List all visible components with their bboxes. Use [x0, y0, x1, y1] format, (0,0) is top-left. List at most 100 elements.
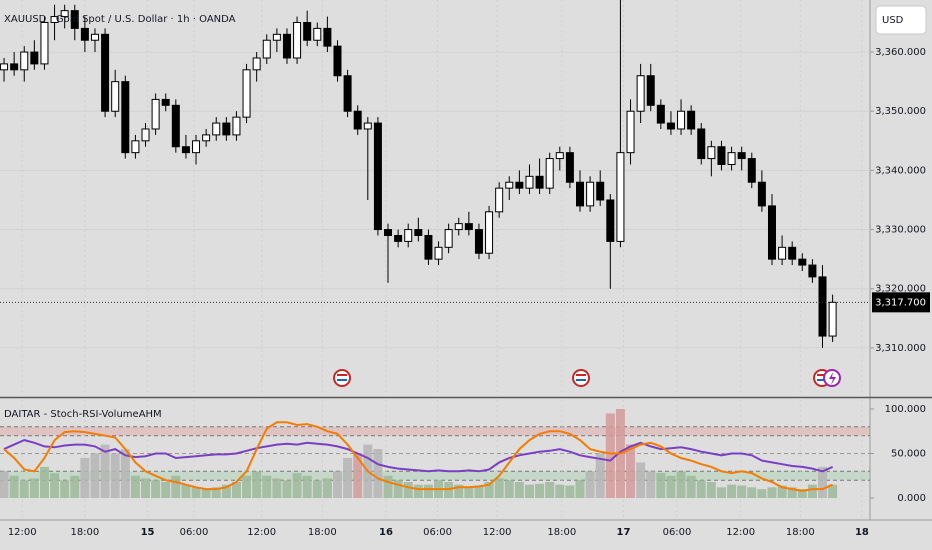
volume-bar [464, 487, 474, 499]
volume-bar [353, 453, 363, 499]
volume-bar [201, 489, 211, 499]
candle-body [141, 128, 150, 142]
candle-body [424, 234, 433, 260]
candle-body [798, 258, 807, 266]
candle-body [40, 21, 49, 65]
volume-bar [474, 485, 484, 499]
candle-body [192, 140, 201, 154]
candle-body [474, 229, 483, 254]
candle-body [313, 27, 322, 41]
grid [0, 0, 870, 520]
volume-bar [191, 487, 201, 499]
candle-body [808, 264, 817, 278]
candle-body [677, 110, 686, 130]
volume-bar [423, 484, 433, 499]
volume-bar [252, 471, 262, 499]
currency-button[interactable] [875, 5, 927, 35]
candle-body [222, 122, 231, 136]
candle-body [343, 75, 352, 112]
volume-bar [80, 457, 90, 499]
candle-body [252, 57, 261, 71]
volume-bar [60, 480, 70, 499]
volume-bar [211, 487, 221, 499]
x-tick-label: 12:00 [8, 527, 37, 538]
x-tick-label: 06:00 [180, 527, 209, 538]
volume-bar [636, 462, 646, 499]
candle-body [687, 110, 696, 130]
volume-bar [716, 487, 726, 499]
candle-body [80, 27, 89, 41]
event-icon[interactable] [813, 369, 841, 387]
volume-bar [626, 444, 636, 499]
volume-bar [696, 480, 706, 499]
candle-body [232, 116, 241, 136]
volume-bar [494, 478, 504, 499]
candle-body [707, 146, 716, 160]
candle-body [525, 175, 534, 189]
volume-bar [727, 484, 737, 499]
volume-bar [242, 475, 252, 499]
volume-bar [737, 485, 747, 499]
candle-body [717, 146, 726, 165]
x-tick-label: 18:00 [547, 527, 576, 538]
marks [0, 0, 874, 499]
candle-body [111, 81, 120, 112]
volume-bar [575, 480, 585, 499]
volume-bar [50, 473, 60, 499]
candle-body [606, 199, 615, 242]
candle-body [596, 181, 605, 201]
last-price-label: 3,317.700 [875, 297, 926, 308]
volume-bar [807, 484, 817, 499]
candle-body [737, 152, 746, 160]
oversold-zone [0, 471, 870, 481]
candle-body [727, 152, 736, 165]
symbol-title: XAUUSD · Gold Spot / U.S. Dollar · 1h · … [4, 14, 236, 25]
volume-bar [90, 453, 100, 499]
candle-body [434, 246, 443, 260]
candle-body [555, 152, 564, 160]
candle-body [333, 45, 342, 77]
candle-body [515, 181, 524, 189]
candle-body [161, 98, 170, 106]
volume-bar [787, 487, 797, 499]
volume-bar [524, 484, 534, 499]
volume-bar [322, 478, 332, 499]
x-tick-label: 06:00 [423, 527, 452, 538]
event-icon[interactable] [572, 369, 590, 387]
candle-body [535, 175, 544, 189]
candle-body [565, 152, 574, 183]
volume-bar [403, 481, 413, 499]
volume-bar [141, 478, 151, 499]
y-tick-label: 3,340.000 [875, 165, 926, 176]
volume-bar [302, 475, 312, 499]
candle-body [202, 134, 211, 142]
volume-bar [535, 483, 545, 499]
volume-bar [767, 487, 777, 499]
volume-bar [130, 475, 140, 499]
candle-body [394, 234, 403, 242]
y-tick-label: 3,360.000 [875, 47, 926, 58]
event-icon[interactable] [333, 369, 351, 387]
candle-body [495, 187, 504, 213]
x-tick-label: 18:00 [70, 527, 99, 538]
volume-bar [413, 484, 423, 499]
candle-body [90, 33, 99, 41]
candle-body [454, 223, 463, 231]
candle-body [323, 27, 332, 47]
candle-body [0, 63, 9, 71]
candle-body [505, 181, 514, 189]
candle-body [303, 21, 312, 41]
volume-bar [646, 471, 656, 499]
volume-bar [161, 481, 171, 499]
candle-body [353, 110, 362, 130]
volume-bar [565, 485, 575, 499]
volume-bar [545, 481, 555, 499]
volume-bar [686, 475, 696, 499]
volume-bar [504, 480, 514, 499]
y-tick-label: 3,350.000 [875, 106, 926, 117]
candle-body [151, 98, 160, 130]
volume-bar [39, 466, 49, 499]
volume-bar [555, 484, 565, 499]
y-tick-label: 3,330.000 [875, 225, 926, 236]
candle-body [404, 229, 413, 242]
